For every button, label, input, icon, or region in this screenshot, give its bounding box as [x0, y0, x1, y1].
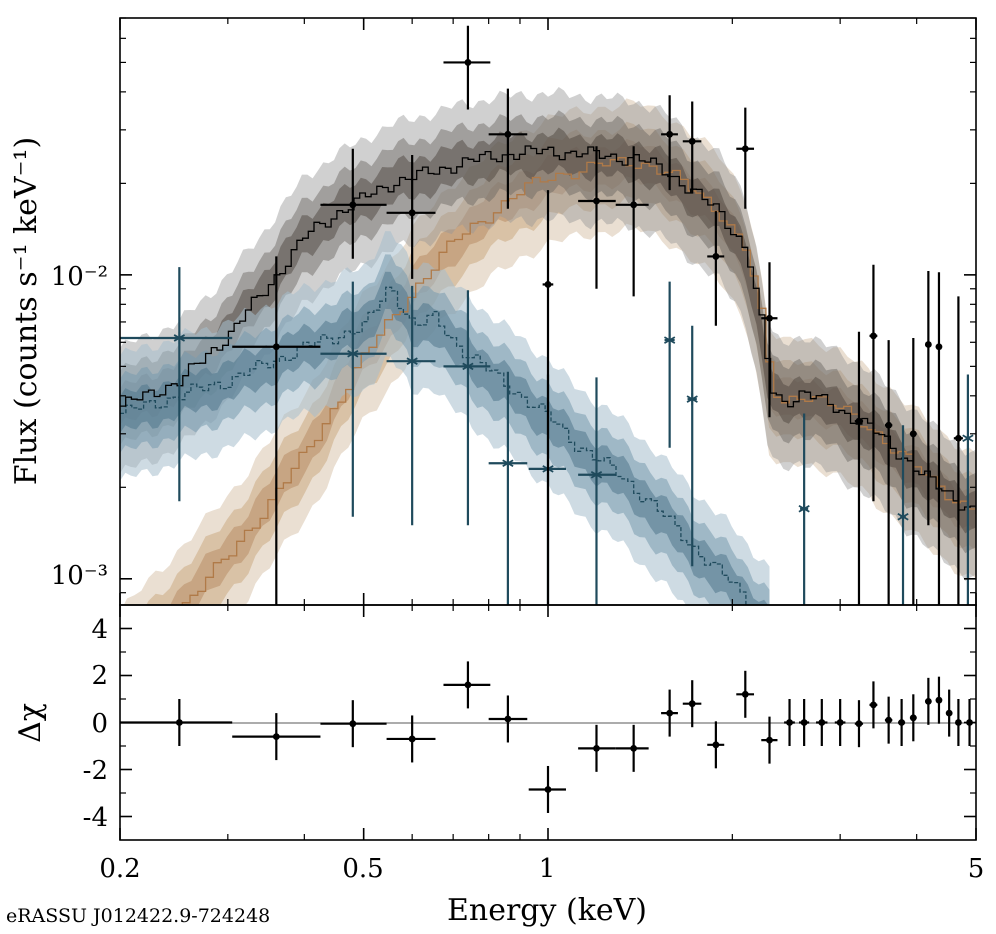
residual-point: [834, 699, 846, 746]
model-uncertainty-bands: [120, 87, 976, 605]
residual-ytick-minus4: -4: [83, 803, 108, 833]
background-point: [962, 374, 974, 605]
residual-point: [528, 765, 566, 813]
source-data-point: [615, 146, 649, 297]
residual-point: [955, 699, 962, 746]
background-point: [320, 281, 387, 517]
residual-point: [854, 700, 864, 748]
total-model-line: [120, 145, 976, 515]
residual-ytick-4: 4: [91, 615, 108, 645]
source-data-point: [542, 190, 554, 605]
soft-component-line: [120, 286, 747, 605]
residual-point: [761, 716, 778, 764]
residual-point: [443, 661, 491, 709]
source-data-point: [935, 272, 943, 605]
residual-point: [578, 724, 616, 772]
axis-ticks: [119, 17, 977, 840]
background-point: [686, 325, 698, 567]
residual-point: [488, 695, 528, 743]
soft-component-band-3: [120, 271, 768, 605]
xtick-label-0.5: 0.5: [342, 854, 383, 884]
residual-point: [386, 715, 436, 763]
bottom-y-axis-label: Δχ: [13, 703, 48, 743]
ytick-label-1e-2: 10⁻²: [51, 262, 108, 292]
residual-ytick-0: 0: [91, 709, 108, 739]
residual-ytick-2: 2: [91, 661, 108, 691]
residual-point: [784, 699, 795, 746]
source-data-point: [854, 331, 864, 605]
xtick-label-0.2: 0.2: [99, 854, 140, 884]
total-model-band-3: [120, 127, 976, 534]
background-point: [663, 281, 676, 448]
ytick-label-1e-3: 10⁻³: [51, 561, 108, 591]
residual-ytick-minus2: -2: [83, 756, 108, 786]
source-data-point: [661, 95, 678, 191]
source-data-point: [869, 264, 878, 502]
background-point: [443, 290, 491, 526]
source-data-point: [443, 25, 491, 110]
source-data-point: [953, 296, 963, 605]
x-axis-label: Energy (keV): [447, 893, 647, 928]
residual-point: [898, 699, 906, 746]
residual-point: [909, 694, 917, 742]
source-data-point: [761, 262, 778, 418]
residual-point: [320, 700, 387, 748]
residual-point: [869, 681, 878, 729]
background-point: [386, 285, 436, 526]
residual-point: [736, 670, 755, 718]
background-point: [488, 371, 528, 605]
residual-point: [707, 721, 725, 769]
source-data-point: [320, 148, 387, 259]
source-data-point: [909, 337, 917, 605]
residual-point: [120, 699, 233, 746]
residual-point: [935, 676, 943, 724]
residual-point: [884, 696, 893, 744]
residual-point: [816, 699, 828, 746]
source-data-point: [232, 256, 321, 605]
residual-point: [799, 699, 810, 746]
source-data-point: [488, 88, 528, 209]
residual-point: [682, 680, 702, 728]
xtick-label-1: 1: [539, 854, 556, 884]
background-point: [897, 425, 909, 605]
residual-point: [945, 689, 953, 737]
residual-point: [661, 689, 678, 737]
residual-point: [924, 677, 932, 725]
source-name: eRASSU J012422.9-724248: [6, 905, 270, 927]
residual-point: [232, 713, 321, 761]
total-model-band-1: [120, 87, 976, 581]
background-point: [578, 377, 616, 605]
source-data-point: [884, 340, 893, 605]
source-data-point: [386, 154, 436, 279]
source-data-point: [736, 107, 755, 209]
background-point: [120, 267, 233, 502]
top-y-axis-label: Flux (counts s⁻¹ keV⁻¹): [9, 137, 44, 485]
data-points: [120, 25, 974, 605]
source-data-point: [707, 211, 725, 326]
total-model-band-2: [120, 110, 976, 554]
background-point: [798, 413, 810, 605]
xtick-label-5: 5: [968, 854, 985, 884]
source-data-point: [682, 101, 702, 194]
source-data-point: [924, 270, 932, 526]
model-lines: [120, 145, 976, 605]
residual-point: [615, 724, 649, 772]
source-data-point: [578, 146, 616, 289]
hard-component-line: [181, 157, 976, 605]
residual-points: [120, 661, 973, 813]
